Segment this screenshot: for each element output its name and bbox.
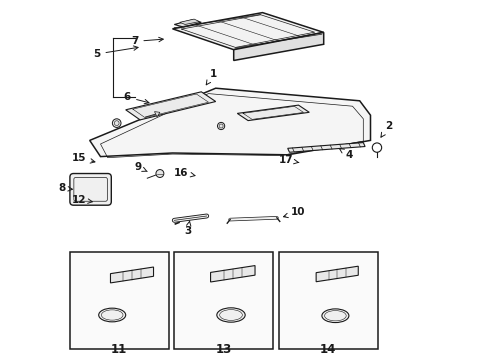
- Ellipse shape: [99, 308, 125, 322]
- Polygon shape: [287, 143, 365, 152]
- Text: 3: 3: [183, 221, 191, 236]
- Circle shape: [112, 119, 121, 127]
- Ellipse shape: [321, 309, 348, 323]
- Polygon shape: [89, 88, 370, 157]
- Text: 17: 17: [278, 155, 298, 165]
- Bar: [70, 252, 168, 349]
- Text: 5: 5: [93, 46, 138, 59]
- FancyBboxPatch shape: [70, 174, 111, 205]
- Polygon shape: [174, 20, 201, 27]
- Text: 9: 9: [135, 162, 147, 172]
- Text: 12: 12: [72, 195, 92, 205]
- Text: 10: 10: [283, 207, 305, 218]
- Text: 11: 11: [111, 343, 127, 356]
- Text: 16: 16: [174, 168, 195, 178]
- Polygon shape: [316, 266, 358, 282]
- Circle shape: [217, 122, 224, 130]
- Text: 8: 8: [58, 183, 72, 193]
- Polygon shape: [172, 13, 323, 50]
- Polygon shape: [154, 112, 160, 117]
- Polygon shape: [110, 267, 153, 283]
- Text: 14: 14: [319, 343, 336, 356]
- Text: 13: 13: [215, 343, 231, 356]
- Ellipse shape: [216, 308, 244, 322]
- Text: 4: 4: [339, 149, 352, 160]
- Polygon shape: [179, 19, 199, 24]
- Text: 6: 6: [123, 92, 149, 104]
- Text: 2: 2: [380, 121, 391, 137]
- Circle shape: [156, 170, 163, 177]
- Polygon shape: [237, 105, 309, 121]
- Text: 1: 1: [206, 69, 217, 85]
- Polygon shape: [210, 266, 255, 282]
- Text: 15: 15: [72, 153, 95, 163]
- Polygon shape: [233, 32, 323, 60]
- Polygon shape: [125, 92, 215, 120]
- Bar: [174, 252, 273, 349]
- Bar: [278, 252, 377, 349]
- Text: 7: 7: [131, 36, 163, 46]
